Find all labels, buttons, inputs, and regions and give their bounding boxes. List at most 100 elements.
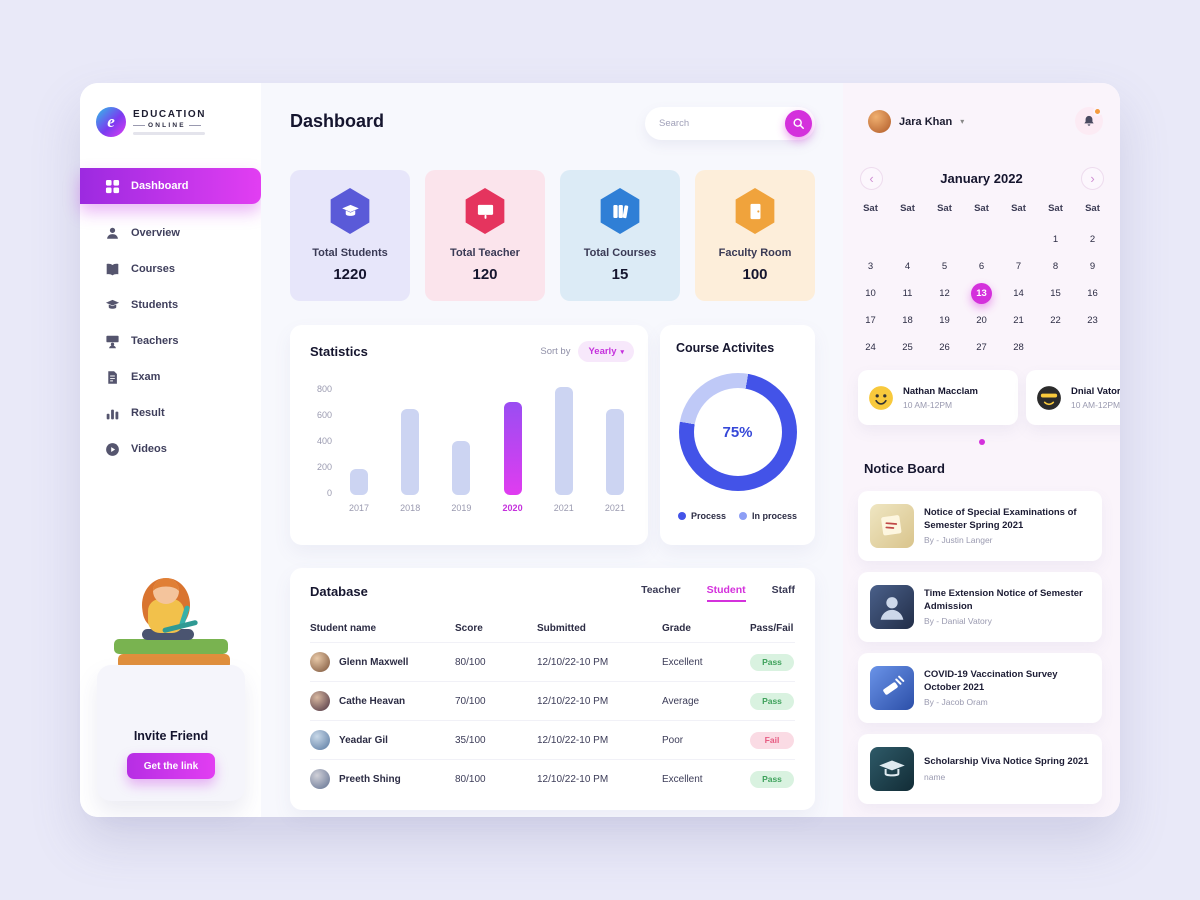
get-link-button[interactable]: Get the link bbox=[127, 753, 215, 779]
student-name-cell: Yeadar Gil bbox=[310, 730, 455, 750]
calendar-prev-button[interactable]: ‹ bbox=[860, 167, 883, 190]
stat-card-total-teacher[interactable]: Total Teacher 120 bbox=[425, 170, 545, 301]
calendar-date[interactable]: 28 bbox=[1013, 342, 1024, 353]
event-name: Dnial Vator bbox=[1071, 385, 1120, 397]
table-row[interactable]: Yeadar Gil 35/100 12/10/22-10 PM Poor Fail bbox=[310, 720, 795, 759]
stat-card-total-students[interactable]: Total Students 1220 bbox=[290, 170, 410, 301]
notice-title: Time Extension Notice of Semester Admiss… bbox=[924, 587, 1083, 612]
tab-teacher[interactable]: Teacher bbox=[641, 584, 681, 596]
notifications-button[interactable] bbox=[1075, 107, 1103, 135]
sidebar-item-dashboard[interactable]: Dashboard bbox=[80, 168, 261, 204]
calendar-date[interactable]: 11 bbox=[902, 288, 913, 299]
calendar-date[interactable]: 10 bbox=[865, 288, 876, 299]
calendar-date[interactable]: 26 bbox=[939, 342, 950, 353]
calendar-date[interactable]: 24 bbox=[865, 342, 876, 353]
vaccine-thumbnail bbox=[870, 666, 914, 710]
search-button[interactable] bbox=[785, 110, 812, 137]
sidebar-item-teachers[interactable]: Teachers bbox=[80, 323, 261, 359]
notice-card[interactable]: Scholarship Viva Notice Spring 2021 name bbox=[858, 734, 1102, 804]
sort-dropdown[interactable]: Yearly ▾ bbox=[578, 341, 634, 362]
calendar-date[interactable]: 9 bbox=[1089, 261, 1096, 272]
legend-label: Process bbox=[690, 511, 726, 521]
calendar-date[interactable]: 3 bbox=[867, 261, 874, 272]
calendar-date[interactable]: 23 bbox=[1087, 315, 1098, 326]
notice-card[interactable]: Notice of Special Examinations of Semest… bbox=[858, 491, 1102, 561]
cool-avatar bbox=[1036, 385, 1062, 411]
stat-card-total-courses[interactable]: Total Courses 15 bbox=[560, 170, 680, 301]
statistics-title: Statistics bbox=[310, 344, 368, 359]
calendar-date[interactable]: 17 bbox=[865, 315, 876, 326]
calendar-date[interactable]: 19 bbox=[939, 315, 950, 326]
bar[interactable] bbox=[401, 409, 420, 495]
sidebar-item-videos[interactable]: Videos bbox=[80, 431, 261, 467]
calendar-day-header: Sat bbox=[1048, 203, 1063, 214]
stats-row: Total Students 1220 Total Teacher 120 Total … bbox=[290, 170, 815, 301]
calendar-date[interactable]: 13 bbox=[971, 283, 992, 304]
calendar-date[interactable]: 20 bbox=[976, 315, 987, 326]
calendar-date[interactable]: 1 bbox=[1052, 234, 1059, 245]
calendar-next-button[interactable]: › bbox=[1081, 167, 1104, 190]
calendar-empty-cell bbox=[971, 229, 992, 250]
calendar-date[interactable]: 14 bbox=[1013, 288, 1024, 299]
y-tick-label: 0 bbox=[326, 488, 332, 498]
bar[interactable] bbox=[503, 402, 522, 495]
calendar-date[interactable]: 7 bbox=[1015, 261, 1022, 272]
notice-by: By - Jacob Oram bbox=[924, 697, 988, 708]
tab-staff[interactable]: Staff bbox=[771, 584, 795, 596]
bar[interactable] bbox=[554, 387, 573, 495]
calendar-date[interactable]: 16 bbox=[1087, 288, 1098, 299]
sidebar-item-result[interactable]: Result bbox=[80, 395, 261, 431]
bar[interactable] bbox=[452, 441, 471, 495]
sidebar-item-exam[interactable]: Exam bbox=[80, 359, 261, 395]
sidebar-item-students[interactable]: Students bbox=[80, 287, 261, 323]
event-time: 10 AM-12PM bbox=[903, 399, 953, 410]
event-name: Nathan Macclam bbox=[903, 385, 978, 397]
notice-card[interactable]: Time Extension Notice of Semester Admiss… bbox=[858, 572, 1102, 642]
table-row[interactable]: Glenn Maxwell 80/100 12/10/22-10 PM Excelle… bbox=[310, 642, 795, 681]
column-header: Pass/Fail bbox=[750, 622, 794, 634]
calendar-empty-cell bbox=[1082, 337, 1103, 358]
calendar-date[interactable]: 22 bbox=[1050, 315, 1061, 326]
calendar-day-header: Sat bbox=[1085, 203, 1100, 214]
calendar-date[interactable]: 8 bbox=[1052, 261, 1059, 272]
sidebar-item-label: Dashboard bbox=[131, 180, 189, 192]
calendar-date[interactable]: 15 bbox=[1050, 288, 1061, 299]
tab-student[interactable]: Student bbox=[706, 584, 746, 602]
event-card[interactable]: Nathan Macclam 10 AM-12PM bbox=[858, 370, 1018, 425]
app-shell: e EDUCATION ONLINE Dashboard Overview Cour… bbox=[80, 83, 1120, 817]
table-row[interactable]: Cathe Heavan 70/100 12/10/22-10 PM Average P… bbox=[310, 681, 795, 720]
column-header: Grade bbox=[662, 622, 691, 634]
calendar-date[interactable]: 4 bbox=[904, 261, 911, 272]
sidebar: e EDUCATION ONLINE Dashboard Overview Cour… bbox=[80, 83, 261, 817]
calendar-date[interactable]: 18 bbox=[902, 315, 913, 326]
calendar-date[interactable]: 21 bbox=[1013, 315, 1024, 326]
user-menu[interactable]: Jara Khan ▾ bbox=[868, 110, 964, 133]
bar-group: 2021 bbox=[600, 379, 630, 513]
bar[interactable] bbox=[350, 469, 368, 495]
calendar-date[interactable]: 5 bbox=[941, 261, 948, 272]
bar[interactable] bbox=[605, 409, 624, 495]
sidebar-item-overview[interactable]: Overview bbox=[80, 215, 261, 251]
table-row[interactable]: Preeth Shing 80/100 12/10/22-10 PM Excellen… bbox=[310, 759, 795, 798]
carousel-dot[interactable] bbox=[979, 439, 985, 445]
notice-card[interactable]: COVID-19 Vaccination Survey October 2021… bbox=[858, 653, 1102, 723]
score-cell: 70/100 bbox=[455, 695, 486, 707]
calendar-date[interactable]: 25 bbox=[902, 342, 913, 353]
dashboard-grid-icon bbox=[105, 179, 120, 194]
calendar-date[interactable]: 12 bbox=[939, 288, 950, 299]
notice-texts: COVID-19 Vaccination Survey October 2021… bbox=[924, 669, 1092, 708]
notice-title: Notice of Special Examinations of Semest… bbox=[924, 506, 1077, 531]
y-tick-label: 200 bbox=[316, 462, 332, 472]
result-cell: Fail bbox=[750, 731, 795, 749]
right-panel: Jara Khan ▾ ‹ January 2022 › Sat Sat Sat Sa… bbox=[843, 83, 1120, 817]
search-input[interactable] bbox=[659, 107, 771, 140]
stat-card-faculty-room[interactable]: Faculty Room 100 bbox=[695, 170, 815, 301]
teachers-icon bbox=[105, 334, 120, 349]
calendar-date[interactable]: 6 bbox=[978, 261, 985, 272]
calendar-date[interactable]: 2 bbox=[1089, 234, 1096, 245]
bar-group: 2018 bbox=[395, 379, 425, 513]
calendar-date[interactable]: 27 bbox=[976, 342, 987, 353]
x-tick-label: 2020 bbox=[502, 503, 523, 513]
sidebar-item-courses[interactable]: Courses bbox=[80, 251, 261, 287]
event-card[interactable]: Dnial Vator 10 AM-12PM bbox=[1026, 370, 1120, 425]
